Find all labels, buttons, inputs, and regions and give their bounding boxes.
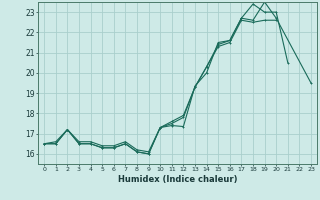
X-axis label: Humidex (Indice chaleur): Humidex (Indice chaleur)	[118, 175, 237, 184]
